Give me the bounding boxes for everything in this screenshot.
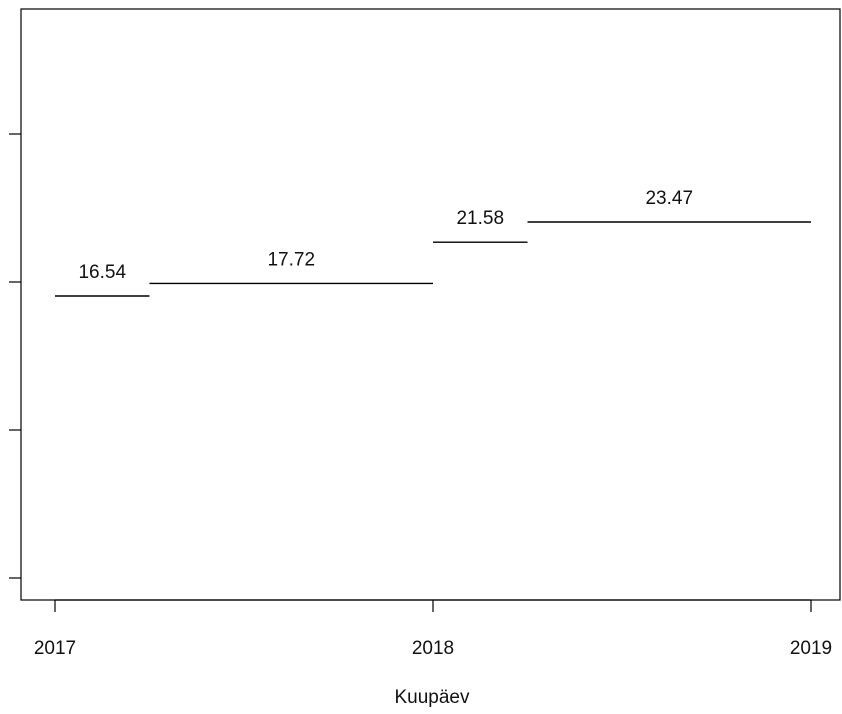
x-axis: 2017 2018 2019: [34, 599, 832, 659]
data-label: 21.58: [456, 208, 504, 229]
x-tick-label: 2017: [34, 638, 76, 659]
data-label: 16.54: [78, 262, 126, 283]
x-tick-label: 2019: [790, 638, 832, 659]
step-series: [55, 221, 811, 297]
plot-frame: [20, 8, 841, 601]
x-axis-title: Kuupäev: [394, 687, 470, 708]
x-tick-label: 2018: [412, 638, 454, 659]
y-axis: [9, 133, 21, 579]
data-label: 17.72: [267, 249, 315, 270]
value-labels: 16.54 17.72 21.58 23.47: [78, 188, 693, 283]
data-label: 23.47: [645, 188, 693, 209]
